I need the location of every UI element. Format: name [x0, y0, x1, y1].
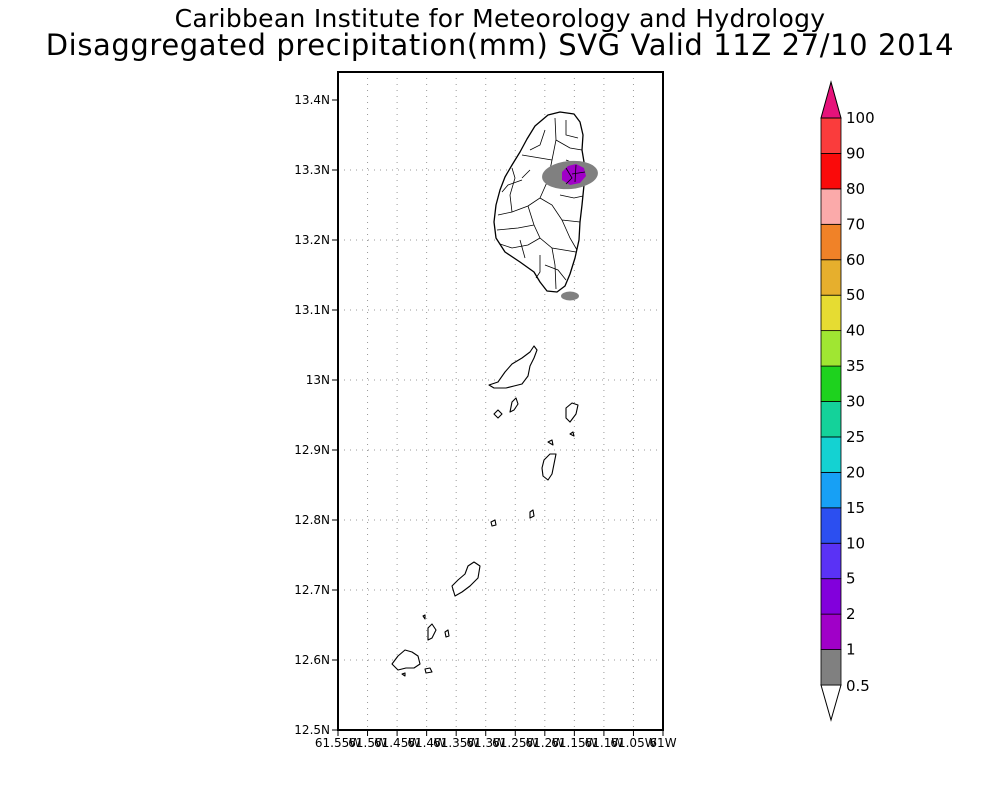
lat-tick-label: 12.6N — [294, 653, 330, 667]
colorbar-level-label: 10 — [846, 534, 865, 552]
colorbar-level-label: 5 — [846, 570, 856, 588]
lat-tick-label: 12.5N — [294, 723, 330, 737]
island-tobago-cays — [490, 519, 497, 527]
lon-tick-label: 61.4W — [407, 736, 446, 750]
lon-tick-label: 61.1W — [585, 736, 624, 750]
island-bequia-islet-1 — [509, 397, 519, 413]
lat-tick-label: 12.9N — [294, 443, 330, 457]
colorbar-swatch — [820, 294, 842, 332]
colorbar-level-label: 40 — [846, 322, 865, 340]
colorbar-level-label: 50 — [846, 286, 865, 304]
lat-tick-label: 13.3N — [294, 163, 330, 177]
colorbar-swatch — [820, 117, 842, 154]
island-mayreau — [529, 509, 535, 519]
colorbar-level-label: 1 — [846, 641, 856, 659]
island-palm — [427, 623, 437, 641]
precip-area-south-offshore — [561, 291, 579, 301]
colorbar-swatch — [820, 365, 842, 402]
lon-tick-label: 61.25W — [492, 736, 538, 750]
colorbar-swatch — [820, 153, 842, 190]
colorbar-swatch — [820, 188, 842, 225]
colorbar-level-label: 70 — [846, 215, 865, 233]
island-carriacou — [391, 649, 421, 671]
lon-tick-label: 61.15W — [551, 736, 597, 750]
colorbar-swatch — [820, 330, 842, 367]
island-canouan-islet — [547, 439, 554, 446]
map-title-product: Disaggregated precipitation(mm) SVG Vali… — [45, 28, 955, 62]
colorbar-level-label: 2 — [846, 605, 856, 623]
colorbar-level-label: 15 — [846, 499, 865, 517]
colorbar-swatch — [820, 613, 842, 650]
colorbar-level-label: 35 — [846, 357, 865, 375]
island-mustique-islet — [569, 431, 575, 437]
colorbar-swatch — [820, 259, 842, 296]
lon-tick-label: 61.3W — [466, 736, 505, 750]
map-axes: 13.4N 13.3N 13.2N 13.1N 13N 12.9N 12.8N 12.7N 12… — [294, 93, 676, 750]
precip-shading — [542, 160, 598, 301]
core-watershed-lines — [565, 164, 586, 185]
island-canouan — [541, 453, 557, 481]
colorbar-swatch — [820, 223, 842, 261]
colorbar-level-label: 90 — [846, 144, 865, 162]
colorbar-level-label: 25 — [846, 428, 865, 446]
grid-lines — [338, 72, 663, 730]
lon-tick-label: 61.45W — [374, 736, 420, 750]
lat-tick-label: 13.4N — [294, 93, 330, 107]
colorbar-swatch — [820, 436, 842, 473]
island-bequia-islet-2 — [493, 409, 503, 419]
island-carriacou-islet-1 — [424, 667, 433, 674]
map-frame — [337, 71, 664, 731]
island-st-vincent — [493, 111, 586, 293]
lat-tick-label: 12.7N — [294, 583, 330, 597]
island-union — [451, 561, 481, 597]
colorbar-swatch — [820, 542, 842, 580]
island-carriacou-islet-2 — [401, 672, 406, 677]
precip-area-core — [562, 164, 586, 185]
lon-tick-label: 61.2W — [526, 736, 565, 750]
lat-tick-label: 13.1N — [294, 303, 330, 317]
map-title-institute: Caribbean Institute for Meteorology and … — [174, 4, 826, 33]
island-petit-st-vincent — [444, 629, 450, 638]
colorbar-level-label: 100 — [846, 109, 875, 127]
lon-tick-label: 61.35W — [433, 736, 479, 750]
colorbar-swatch — [820, 649, 842, 686]
colorbar-swatch — [820, 401, 842, 438]
colorbar-over-triangle — [820, 80, 842, 119]
colorbar-level-label: 80 — [846, 180, 865, 198]
colorbar-swatch — [820, 471, 842, 509]
colorbar-min-label: 0.5 — [846, 677, 870, 695]
lat-tick-label: 13.2N — [294, 233, 330, 247]
colorbar-level-label: 30 — [846, 393, 865, 411]
island-bequia — [488, 345, 538, 389]
lon-tick-label: 61.5W — [348, 736, 387, 750]
colorbar-swatch — [820, 578, 842, 615]
lon-tick-label: 61W — [649, 736, 676, 750]
lon-tick-label: 61.05W — [610, 736, 656, 750]
st-vincent-coastline — [493, 111, 586, 293]
lat-tick-label: 13N — [306, 373, 330, 387]
grenadines-islands — [391, 345, 579, 677]
colorbar-level-label: 20 — [846, 463, 865, 481]
colorbar-swatch — [820, 507, 842, 544]
colorbar-under-triangle — [820, 684, 842, 722]
lon-tick-label: 61.55W — [315, 736, 361, 750]
lat-tick-label: 12.8N — [294, 513, 330, 527]
island-carriacou-islet-3 — [422, 614, 426, 620]
island-mustique — [565, 402, 579, 423]
colorbar-level-label: 60 — [846, 251, 865, 269]
